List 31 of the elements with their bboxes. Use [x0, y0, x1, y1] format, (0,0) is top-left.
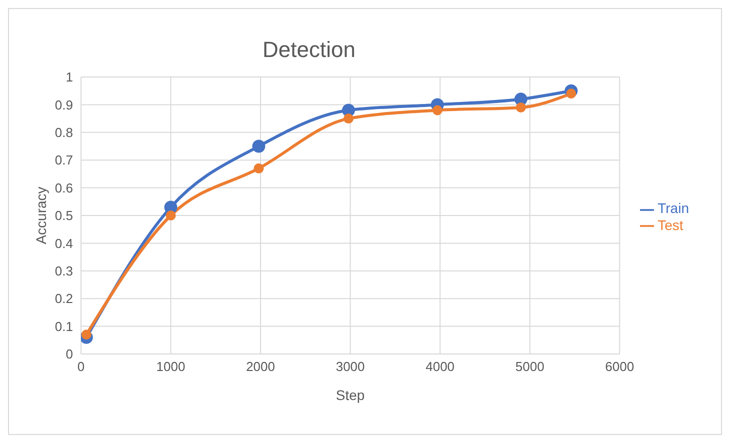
point [432, 105, 442, 116]
x-tick-label: 5000 [515, 359, 544, 374]
y-tick-label: 0.8 [54, 125, 73, 140]
x-tick-label: 1000 [156, 359, 186, 374]
chart-title: Detection [262, 37, 356, 63]
x-tick-label: 6000 [605, 359, 634, 374]
point [252, 140, 266, 153]
y-tick-label: 0.7 [54, 152, 73, 168]
point [566, 88, 576, 99]
point [81, 330, 92, 340]
point [254, 163, 264, 174]
x-axis-title: Step [336, 387, 365, 403]
y-tick-label: 1 [66, 70, 73, 85]
y-tick-label: 0.9 [54, 97, 73, 112]
legend-label: Train [658, 200, 689, 216]
y-tick-label: 0.6 [54, 180, 73, 196]
point [166, 210, 176, 220]
y-axis-title: Accuracy [32, 186, 49, 244]
point [344, 114, 354, 124]
x-tick-label: 0 [77, 359, 85, 374]
y-tick-label: 0.3 [54, 264, 73, 279]
x-tick-label: 3000 [336, 359, 365, 374]
y-tick-label: 0.4 [54, 236, 73, 251]
y-tick-label: 0.5 [54, 208, 73, 224]
y-tick-label: 0.2 [54, 291, 73, 306]
point [516, 102, 526, 112]
legend-label: Test [658, 216, 684, 232]
x-tick-label: 4000 [426, 359, 455, 374]
y-tick-label: 0.1 [54, 318, 73, 334]
x-tick-label: 2000 [246, 359, 275, 374]
y-tick-label: 0 [66, 346, 73, 362]
